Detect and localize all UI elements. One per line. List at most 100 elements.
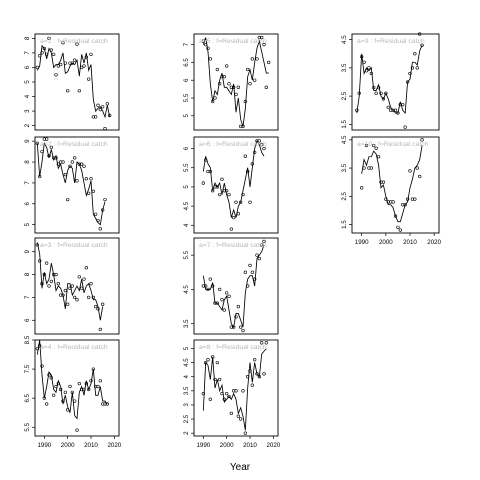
panel-title: a=9 : f=Residual catch [357,38,425,45]
data-point [40,51,44,55]
panel-title: a=1 : f=Residual catch [40,38,108,45]
data-point [96,103,100,107]
data-point [405,80,410,84]
y-tick-label: 4 [183,374,190,378]
data-point [239,200,243,204]
panel-frame [193,339,279,437]
data-point [35,243,39,247]
data-point [68,384,72,389]
data-point [267,60,271,65]
data-point [54,384,58,389]
data-point [208,277,212,281]
data-point [59,387,63,392]
data-point [68,61,72,65]
data-point [45,402,49,406]
data-point [225,189,229,193]
data-point [246,375,250,379]
data-point [250,383,254,387]
data-point [80,387,84,392]
data-point [374,146,378,150]
y-tick-label: 5 [183,114,190,118]
panel-frame [193,237,279,335]
data-point [374,91,378,95]
data-point [250,270,254,274]
data-point [52,156,56,160]
data-point [376,86,381,90]
panel-7: a=7 : f=Residual catch 3.5 4.5 5.5 [183,237,279,335]
data-point [101,105,105,109]
data-point [213,301,217,305]
data-point [101,402,105,406]
data-point [35,141,39,145]
panel-frame [34,136,120,234]
data-point [218,192,222,197]
data-point [262,146,266,151]
data-point [68,164,72,168]
data-point [232,389,236,393]
data-point [234,315,238,319]
y-tick-label: 7 [24,295,31,299]
x-tick-label: 2020 [266,442,280,449]
data-point [75,298,79,302]
data-point [101,302,105,306]
data-point [208,169,212,174]
data-point [82,64,86,68]
data-point [381,180,386,184]
data-point [56,381,60,386]
data-point [73,156,77,160]
data-point [75,428,79,432]
data-point [201,39,205,43]
data-point [108,113,112,118]
data-point [87,77,91,81]
data-point [204,360,208,365]
data-point [59,160,63,164]
data-point [250,162,254,166]
panel-frame [193,136,279,234]
data-point [73,399,77,403]
data-point [393,214,398,218]
data-point [206,358,210,362]
data-point [239,325,243,329]
data-point [61,160,65,164]
data-point [248,82,252,86]
data-point [239,124,243,129]
y-tick-label: 8 [24,272,31,276]
data-point [246,284,250,288]
fit-line [36,339,108,420]
data-point [262,372,266,376]
data-point [63,61,67,65]
data-point [253,277,257,281]
data-point [52,393,56,397]
data-point [94,212,98,216]
x-tick-label: 2000 [61,442,75,449]
x-tick-label: 2020 [427,239,441,246]
y-tick-label: 5 [183,346,190,350]
data-point [91,189,95,193]
data-point [80,286,84,290]
data-point [234,200,238,204]
data-point [42,272,46,277]
data-point [87,295,91,300]
data-point [241,192,245,197]
data-point [91,115,95,119]
data-point [66,197,70,202]
data-point [70,61,74,65]
data-point [257,139,261,143]
x-tick-label: 1990 [355,239,369,246]
data-point [49,279,53,284]
data-point [232,325,236,329]
data-point [260,143,264,147]
data-point [213,377,217,382]
data-point [220,75,224,79]
data-point [40,282,44,286]
data-point [42,137,46,141]
data-point [222,397,226,401]
data-point [215,185,219,189]
data-point [211,284,215,288]
data-point [246,67,250,72]
data-point [56,162,60,166]
data-point [227,394,231,399]
y-tick-label: 3 [183,403,190,407]
y-tick-label: 3.5 [183,319,190,328]
data-point [101,208,105,212]
